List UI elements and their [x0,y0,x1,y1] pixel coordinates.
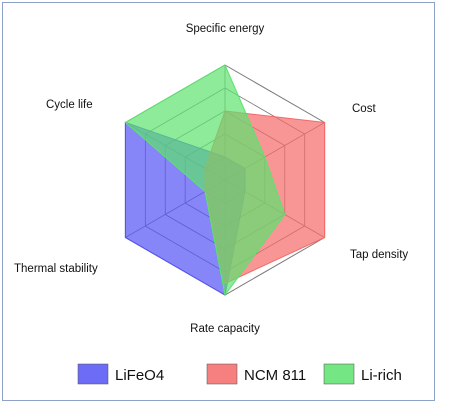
axis-label-rate-capacity: Rate capacity [190,323,260,335]
legend-label-ncm811: NCM 811 [244,367,306,384]
axis-label-cost: Cost [352,103,376,115]
series-layer [124,64,326,297]
axis-label-cycle-life: Cycle life [46,99,93,111]
axis-label-tap-density: Tap density [350,249,408,261]
axis-labels: Specific energy Cost Tap density Rate ca… [14,23,408,335]
legend: LiFeO4 NCM 811 Li-rich [77,363,402,385]
legend-swatch-li-rich [323,363,355,385]
legend-label-lifeo4: LiFeO4 [115,367,164,384]
legend-swatch-ncm811 [206,363,238,385]
legend-swatch-lifeo4 [77,363,109,385]
axis-label-thermal-stability: Thermal stability [14,263,98,275]
axis-label-specific-energy: Specific energy [186,23,265,35]
series-area-li-rich [124,64,286,297]
legend-label-li-rich: Li-rich [361,367,402,384]
